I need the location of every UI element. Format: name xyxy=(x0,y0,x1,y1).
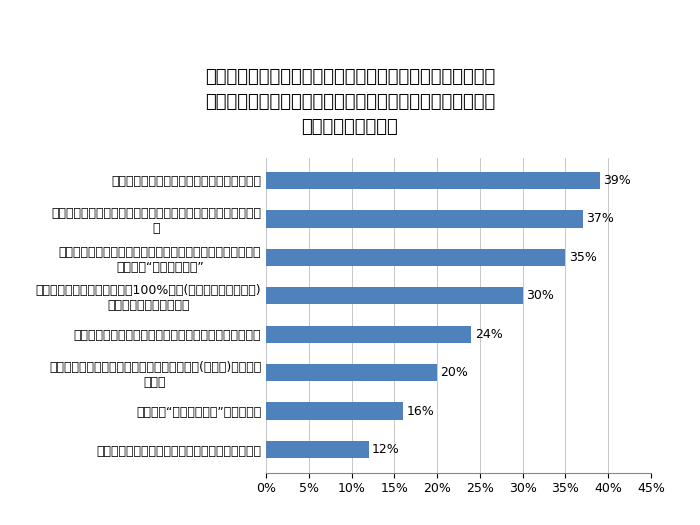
Text: 16%: 16% xyxy=(406,405,434,417)
Text: 20%: 20% xyxy=(440,366,468,379)
Bar xyxy=(266,210,582,227)
Text: 37%: 37% xyxy=(586,213,614,225)
Bar xyxy=(266,249,566,266)
Text: 下記は、「島の太陽と潮風で育った青汁」のおすすめポイン
トになります。魅力を感じるものにチェックを入れてくださ
い。（複数選択可）: 下記は、「島の太陽と潮風で育った青汁」のおすすめポイン トになります。魅力を感じ… xyxy=(205,68,495,136)
Text: 12%: 12% xyxy=(372,443,400,456)
Bar xyxy=(266,364,437,381)
Bar xyxy=(266,172,600,189)
Bar xyxy=(266,441,369,458)
Text: 30%: 30% xyxy=(526,289,554,302)
Bar xyxy=(266,326,471,343)
Text: 24%: 24% xyxy=(475,328,503,341)
Bar xyxy=(266,287,523,304)
Text: 35%: 35% xyxy=(569,251,596,264)
Bar xyxy=(266,403,403,420)
Text: 39%: 39% xyxy=(603,174,631,187)
